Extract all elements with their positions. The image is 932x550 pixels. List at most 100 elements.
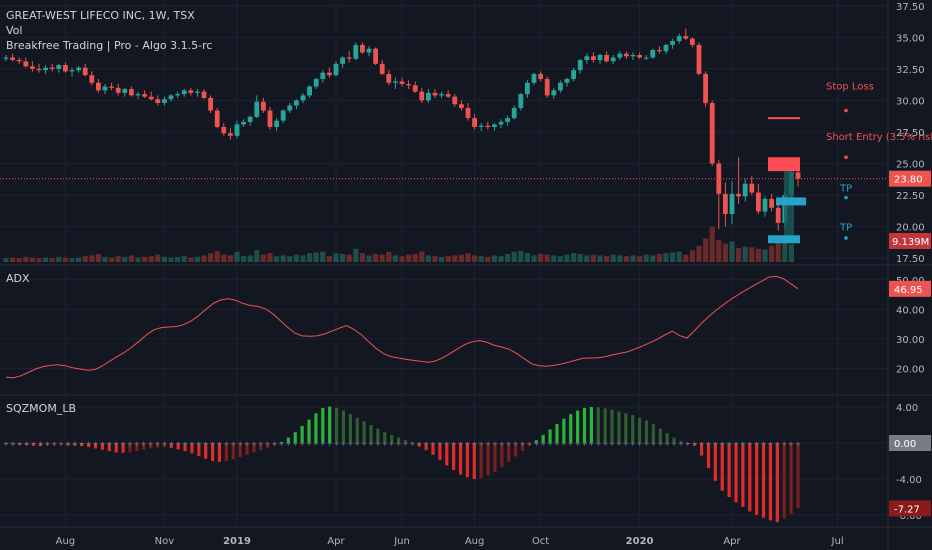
candle-body	[716, 163, 722, 194]
volume-bar	[274, 256, 280, 262]
squeeze-dot: +	[168, 440, 174, 448]
candle-body	[373, 48, 378, 64]
candle-body	[234, 124, 240, 136]
candle-body	[36, 68, 42, 71]
volume-bar	[637, 256, 643, 262]
candle-body	[16, 60, 22, 62]
volume-bar	[788, 244, 794, 262]
momentum-bar	[135, 443, 139, 452]
squeeze-dot: +	[86, 440, 92, 448]
momentum-bar	[493, 443, 497, 472]
adx-tick-label: 30.00	[896, 335, 925, 346]
candle-body	[63, 65, 68, 72]
squeeze-dot: +	[409, 440, 415, 448]
momentum-bar	[4, 443, 8, 444]
algo-study-label: Breakfree Trading | Pro - Algo 3.1.5-rc	[6, 39, 213, 52]
candle-body	[89, 75, 95, 83]
adx-last-tag	[889, 280, 931, 297]
squeeze-dot: +	[588, 440, 594, 448]
volume-bar	[782, 236, 788, 262]
momentum-bar	[73, 443, 77, 446]
squeeze-dot: +	[554, 440, 560, 448]
squeeze-dot: +	[196, 440, 202, 448]
squeeze-momentum-pane[interactable]: + + + + + + + + + + + + + + + + + + + + + + + + + + + + + + + + + + + + + + + +…	[3, 406, 801, 523]
candle-body	[617, 53, 623, 58]
volume-bar	[95, 253, 101, 262]
volume-bar	[142, 256, 148, 262]
price-pane[interactable]: Stop Loss Short Entry (3.5% risk) TP TP	[0, 28, 932, 262]
volume-bar	[419, 251, 425, 262]
squeeze-dot: +	[347, 440, 353, 448]
squeeze-dot: +	[113, 440, 119, 448]
candle-body	[393, 81, 398, 83]
mom-tick-label: 4.00	[896, 403, 918, 414]
candle-body	[584, 56, 590, 61]
volume-bar	[650, 255, 656, 262]
volume-bar	[208, 253, 214, 262]
mom-zero-tag	[889, 435, 931, 451]
time-tick-label: Nov	[155, 536, 175, 547]
candle-body	[30, 66, 35, 69]
time-tick-label: 2020	[626, 536, 654, 547]
volume-bar	[630, 255, 636, 262]
squeeze-dot: +	[244, 440, 250, 448]
volume-bar	[76, 257, 82, 262]
price-tick-label: 35.00	[896, 33, 925, 44]
candle-body	[379, 63, 385, 74]
volume-bar	[399, 256, 405, 262]
momentum-bar	[45, 443, 49, 446]
squeeze-dot: +	[706, 440, 712, 448]
take-profit-1-label: TP	[839, 184, 852, 195]
momentum-bar	[748, 443, 752, 512]
squeeze-dot: +	[451, 440, 457, 448]
momentum-bar	[452, 443, 456, 470]
candle-body	[492, 124, 497, 127]
adx-pane[interactable]	[5, 275, 799, 379]
candle-body	[676, 36, 682, 42]
momentum-bar	[107, 443, 111, 452]
squeeze-dot: +	[210, 440, 216, 448]
volume-bar	[749, 247, 755, 262]
price-axis[interactable]: 37.50 35.00 32.50 30.00 27.50 25.00 22.50 20.00…	[889, 2, 931, 522]
candle-body	[597, 55, 603, 61]
momentum-bar	[479, 443, 483, 479]
volume-bar	[709, 226, 715, 262]
momentum-bar	[231, 443, 235, 460]
momentum-bar	[224, 443, 228, 461]
candle-body	[221, 126, 227, 134]
momentum-bar	[176, 443, 180, 450]
candle-body	[729, 193, 735, 215]
volume-bar	[491, 255, 497, 262]
squeeze-dot: +	[251, 440, 257, 448]
squeeze-dot: +	[403, 440, 409, 448]
candle-body	[624, 53, 629, 57]
time-tick-label: Jun	[393, 536, 410, 547]
candle-body	[525, 82, 530, 95]
squeeze-dot: +	[678, 440, 684, 448]
volume-bar	[458, 254, 464, 262]
squeeze-dot: +	[182, 440, 188, 448]
squeeze-dot: +	[561, 440, 567, 448]
volume-bar	[485, 256, 491, 262]
squeeze-dot: +	[423, 440, 429, 448]
candle-body	[353, 44, 359, 59]
candle-body	[663, 44, 669, 52]
candle-body	[327, 72, 332, 76]
momentum-bar	[52, 443, 56, 446]
volume-bar	[69, 258, 75, 262]
momentum-bar	[624, 413, 628, 443]
volume-bar	[716, 240, 722, 262]
squeeze-dot: +	[58, 440, 64, 448]
time-axis[interactable]: Aug Nov 2019 Apr Jun Aug Oct 2020 Apr Jul	[56, 536, 844, 547]
volume-bar	[241, 256, 247, 262]
volume-bar	[445, 256, 451, 262]
momentum-bar	[555, 424, 559, 443]
candle-body	[637, 55, 642, 58]
volume-bar	[518, 251, 524, 262]
volume-bar	[214, 251, 220, 262]
volume-bar	[320, 251, 326, 262]
momentum-bar	[644, 420, 649, 443]
momentum-bar	[238, 443, 242, 457]
volume-bar	[425, 255, 431, 262]
momentum-bar	[548, 429, 552, 443]
